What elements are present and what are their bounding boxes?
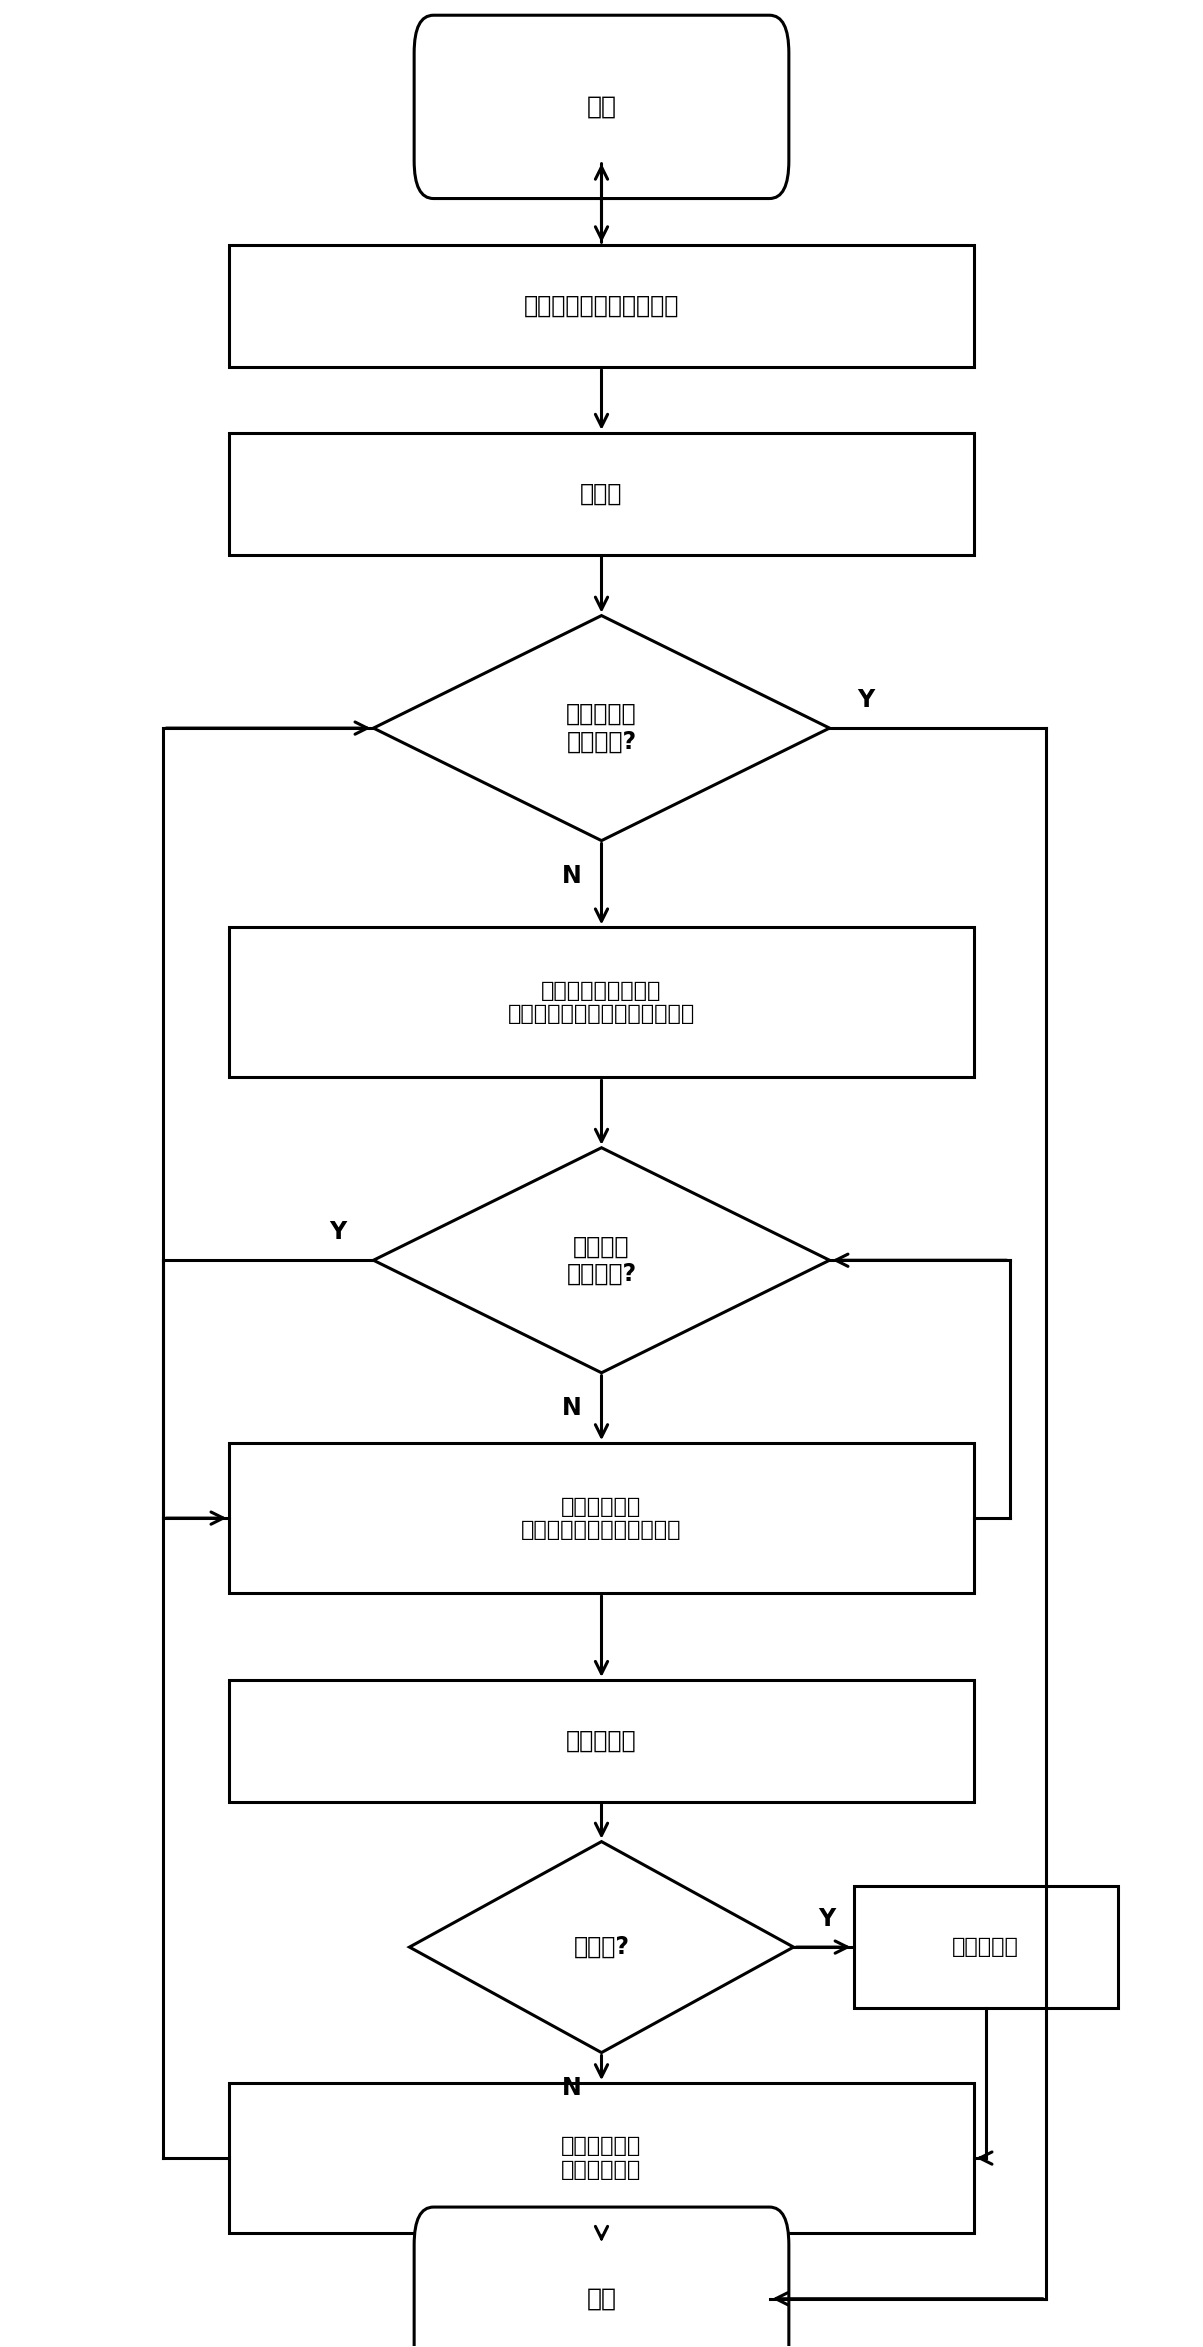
Bar (854, 1887, 1118, 2009)
Text: 多项式采样: 多项式采样 (952, 1936, 1019, 1957)
FancyBboxPatch shape (414, 2206, 789, 2347)
Bar (230, 432, 973, 554)
Bar (230, 927, 973, 1077)
FancyBboxPatch shape (414, 14, 789, 199)
Text: 重采样?: 重采样? (574, 1934, 629, 1960)
Text: 所有距离门
处理完毕?: 所有距离门 处理完毕? (567, 702, 636, 753)
Polygon shape (409, 1842, 794, 2054)
Text: N: N (562, 1396, 581, 1420)
Polygon shape (373, 1148, 830, 1373)
Bar (230, 1680, 973, 1802)
Bar (230, 244, 973, 366)
Text: Y: Y (857, 688, 875, 711)
Text: 确定似然函数
进行重要性权值的迭代更新: 确定似然函数 进行重要性权值的迭代更新 (521, 1497, 682, 1540)
Text: 所有粒子
处理完毕?: 所有粒子 处理完毕? (567, 1235, 636, 1286)
Bar (230, 2084, 973, 2232)
Text: 归一化权值: 归一化权值 (567, 1730, 636, 1753)
Text: Y: Y (328, 1220, 346, 1244)
Text: 建立状态方程和观测方程: 建立状态方程和观测方程 (523, 293, 680, 319)
Polygon shape (373, 615, 830, 840)
Bar (230, 1443, 973, 1594)
Text: 确定重要性密度函数
采样产生粒子，进行状态的预测: 确定重要性密度函数 采样产生粒子，进行状态的预测 (508, 981, 695, 1023)
Text: N: N (562, 864, 581, 887)
Text: 求取样本均值
获得状态估计: 求取样本均值 获得状态估计 (562, 2136, 641, 2180)
Text: 初始化: 初始化 (580, 481, 623, 505)
Text: N: N (562, 2075, 581, 2101)
Text: Y: Y (818, 1908, 836, 1932)
Text: 退出: 退出 (587, 2286, 616, 2312)
Text: 开始: 开始 (587, 94, 616, 120)
